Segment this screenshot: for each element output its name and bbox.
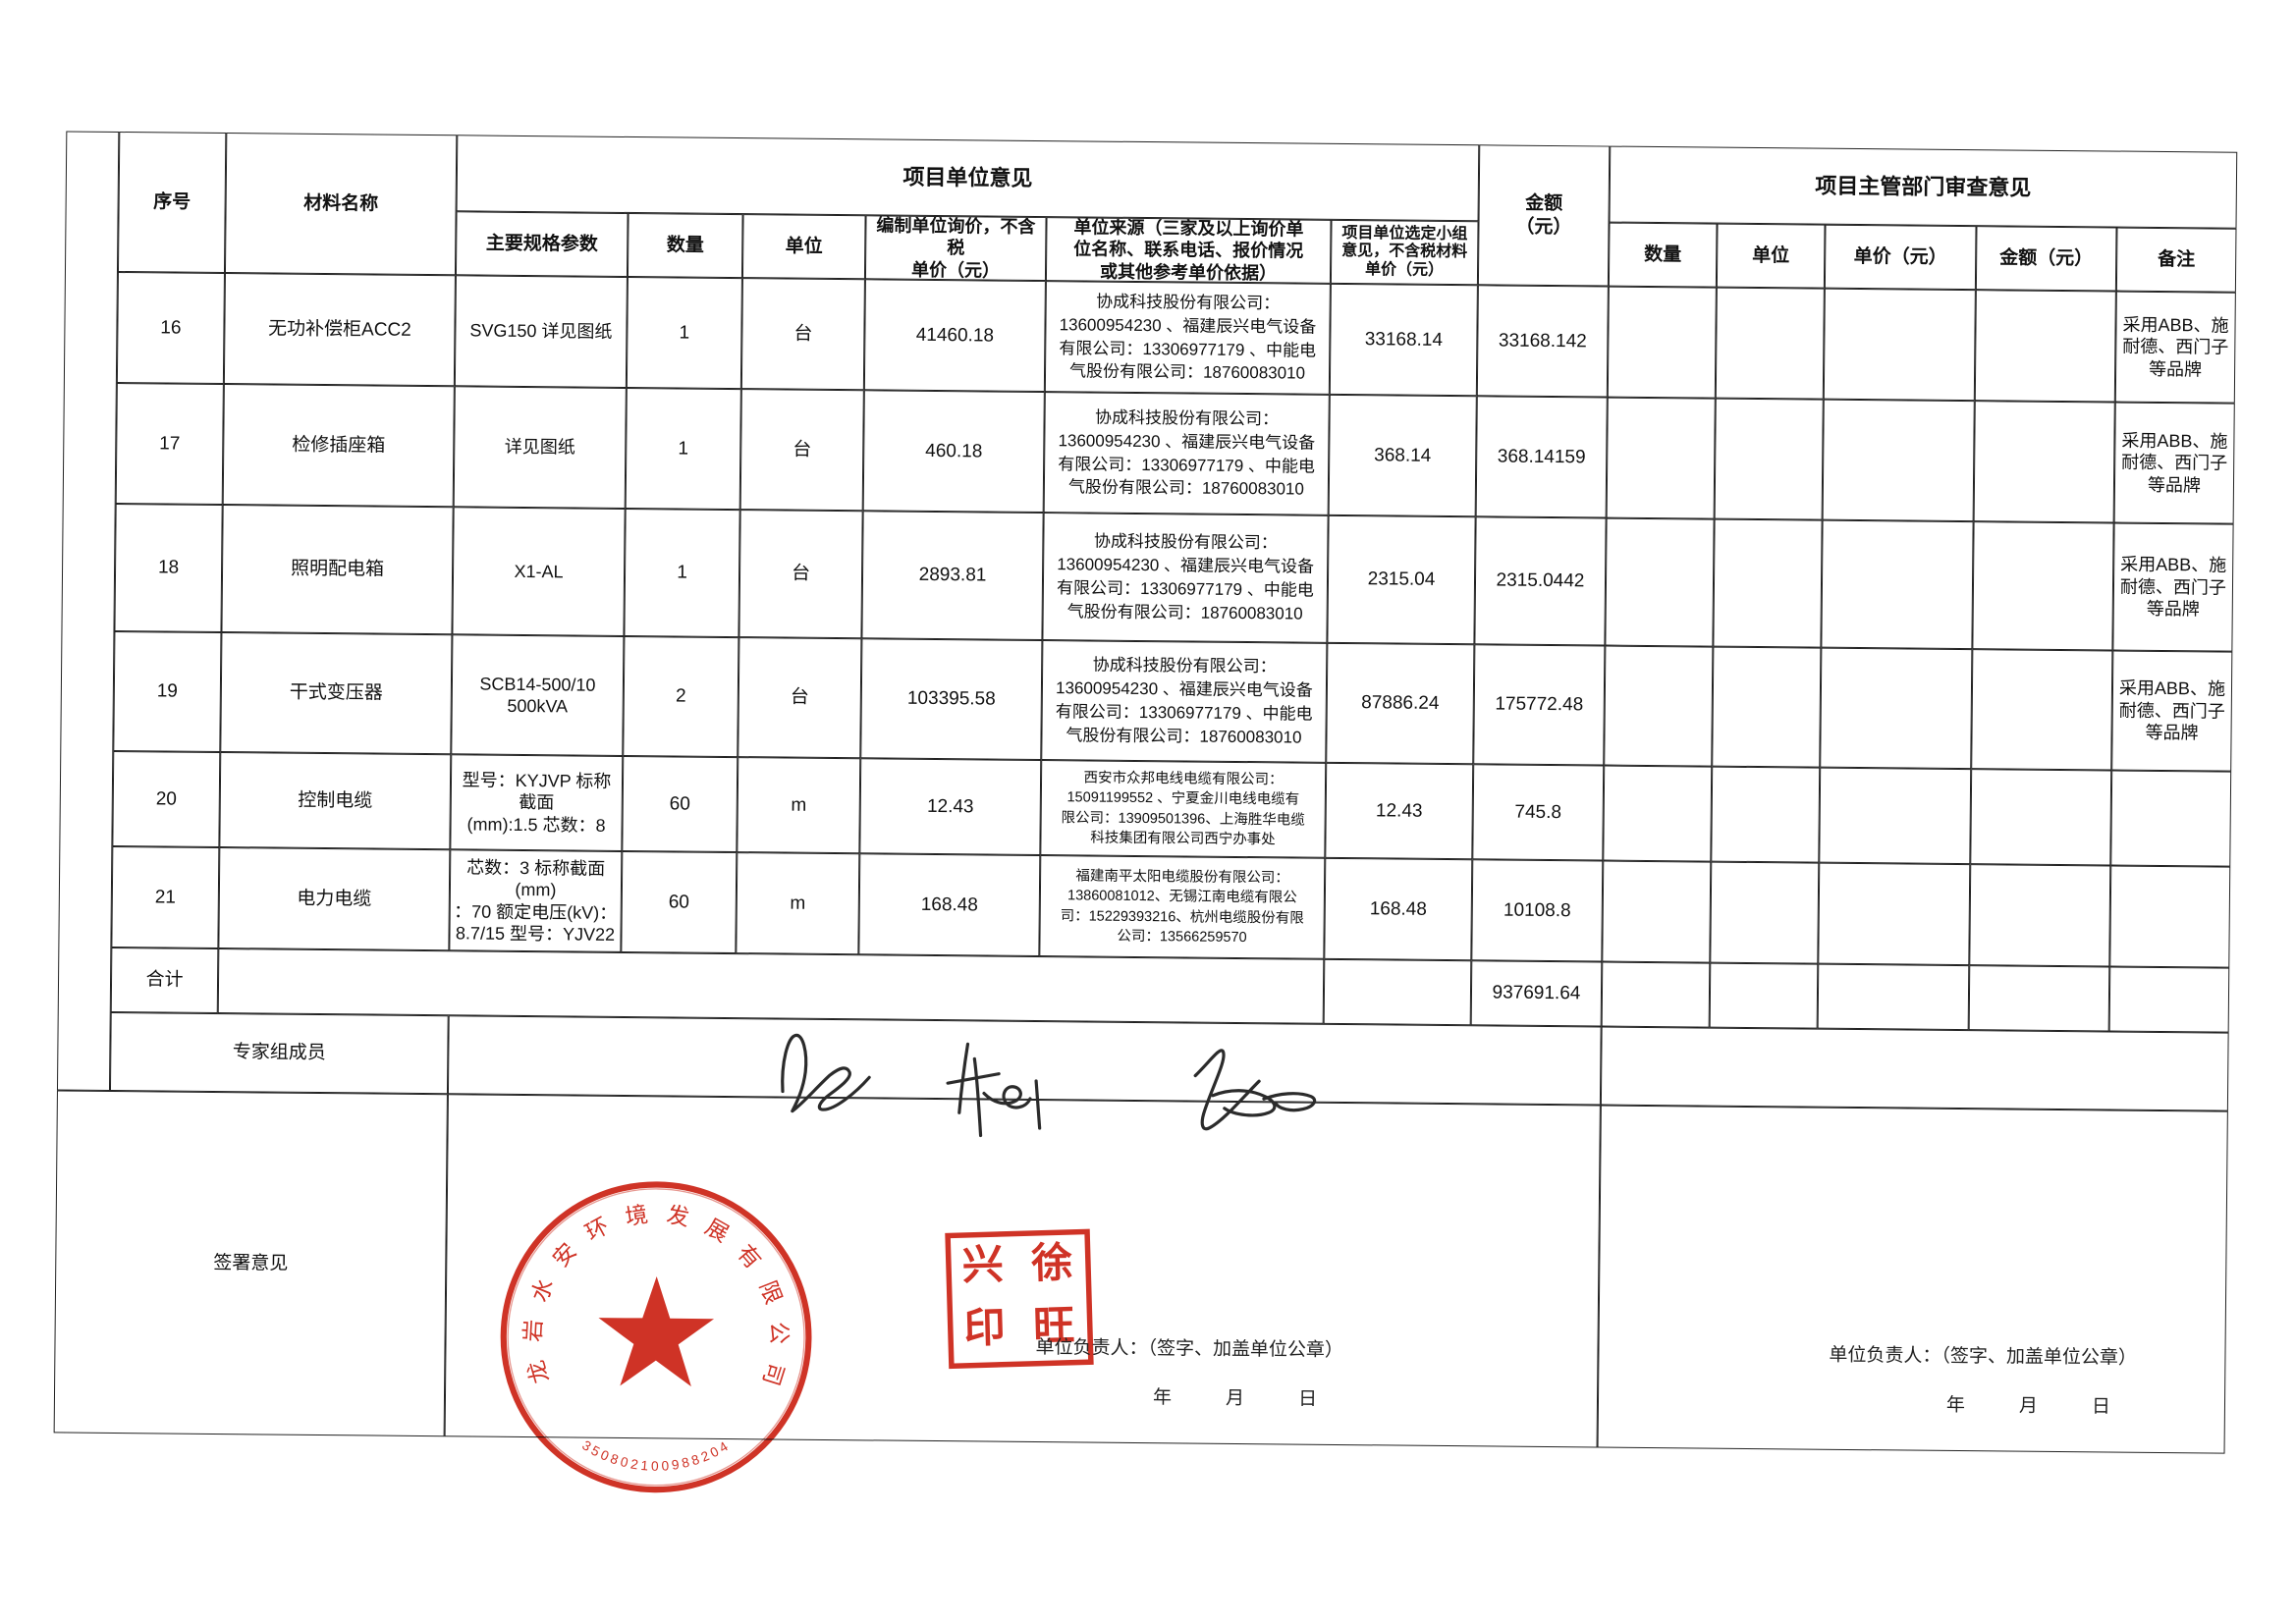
svg-text:有: 有 [733,1240,767,1273]
svg-text:司: 司 [758,1360,790,1389]
svg-text:0: 0 [651,1459,659,1474]
svg-text:徐: 徐 [1030,1239,1073,1286]
svg-text:水: 水 [526,1274,559,1305]
svg-text:兴: 兴 [961,1241,1004,1288]
svg-text:岩: 岩 [519,1319,546,1342]
svg-text:8: 8 [609,1451,621,1468]
svg-text:安: 安 [547,1238,581,1272]
svg-text:0: 0 [619,1454,629,1471]
svg-text:印: 印 [963,1304,1006,1351]
svg-text:公: 公 [766,1322,793,1345]
svg-text:限: 限 [755,1277,788,1308]
svg-text:境: 境 [624,1201,650,1229]
svg-text:龙: 龙 [522,1358,553,1386]
svg-text:展: 展 [701,1214,734,1247]
svg-text:环: 环 [581,1213,614,1246]
svg-text:9: 9 [671,1457,681,1473]
svg-text:发: 发 [665,1201,691,1230]
svg-text:8: 8 [681,1455,691,1471]
svg-text:1: 1 [640,1458,649,1474]
svg-text:2: 2 [629,1456,639,1472]
svg-text:0: 0 [661,1458,670,1474]
